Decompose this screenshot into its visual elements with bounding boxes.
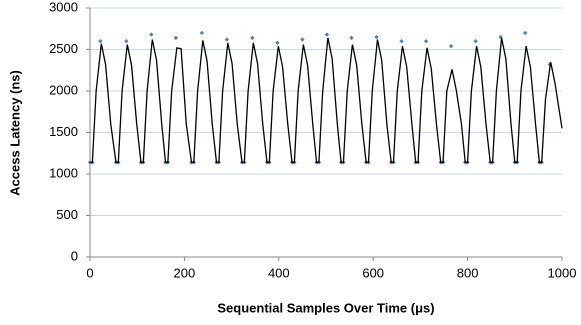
x-tick-label: 800 xyxy=(457,265,479,280)
scatter-point xyxy=(149,32,154,37)
scatter-point xyxy=(349,35,354,41)
scatter-point xyxy=(324,32,330,37)
scatter-point xyxy=(399,39,404,44)
scatter-point xyxy=(124,39,129,44)
scatter-point xyxy=(250,35,255,41)
y-axis-title: Access Latency (ns) xyxy=(7,70,22,196)
scatter-point xyxy=(522,30,528,36)
x-tick-label: 600 xyxy=(362,265,384,280)
scatter-point xyxy=(199,30,205,36)
x-tick-label: 400 xyxy=(268,265,290,280)
scatter-point xyxy=(173,35,179,41)
y-tick-label: 3000 xyxy=(49,0,78,14)
y-tick-label: 2500 xyxy=(49,41,78,56)
scatter-point xyxy=(275,40,280,46)
x-axis-title: Sequential Samples Over Time (μs) xyxy=(217,300,434,315)
data-line xyxy=(90,37,563,164)
scatter-point xyxy=(300,37,305,42)
scatter-point xyxy=(98,39,103,44)
scatter-point xyxy=(423,39,429,44)
y-tick-label: 1000 xyxy=(49,165,78,180)
y-tick-label: 0 xyxy=(71,248,78,263)
y-tick-label: 2000 xyxy=(49,82,78,97)
x-tick-label: 1000 xyxy=(548,265,577,280)
x-tick-label: 0 xyxy=(86,265,93,280)
scatter-point xyxy=(473,39,478,44)
scatter-point xyxy=(448,43,454,49)
x-tick-label: 200 xyxy=(174,265,196,280)
scatter-point xyxy=(374,34,379,40)
scatter-point xyxy=(224,37,230,42)
y-tick-label: 500 xyxy=(56,207,78,222)
y-tick-label: 1500 xyxy=(49,124,78,139)
